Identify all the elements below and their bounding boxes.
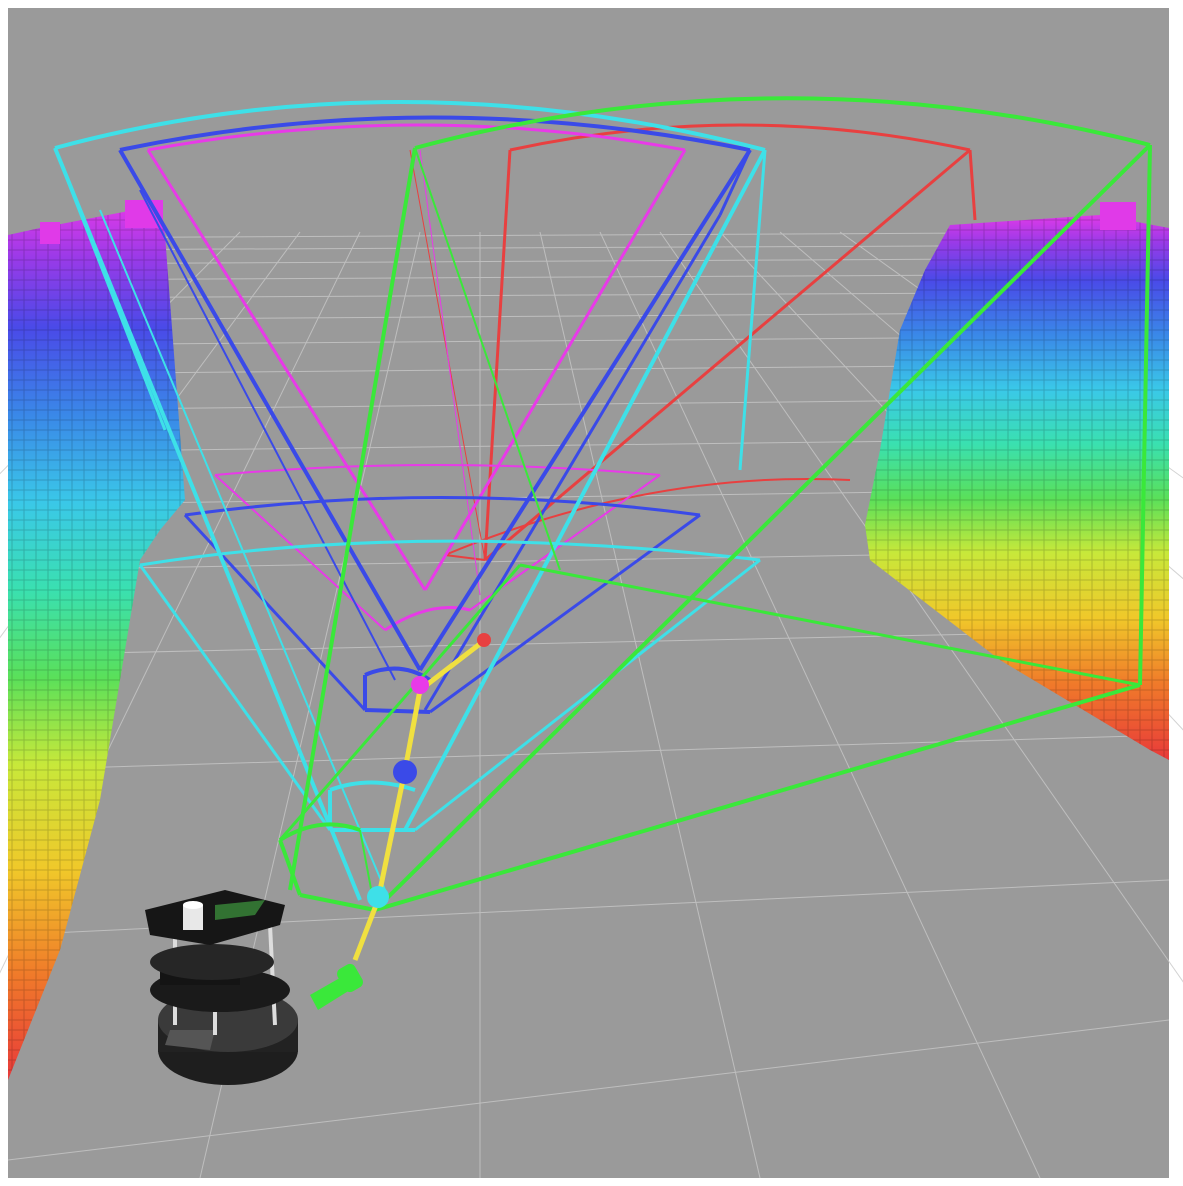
pose-marker-blue: [393, 760, 417, 784]
camera-trajectory: [352, 633, 491, 961]
pose-marker-cyan: [367, 886, 389, 908]
pose-marker-red: [477, 633, 491, 647]
left-voxel-wall: [8, 200, 185, 1080]
pose-marker-magenta: [411, 676, 429, 694]
camera-frustum-green: [278, 96, 1152, 912]
turtlebot-robot-icon[interactable]: [145, 890, 298, 1085]
goal-pose-arrow-icon[interactable]: [310, 962, 365, 1010]
